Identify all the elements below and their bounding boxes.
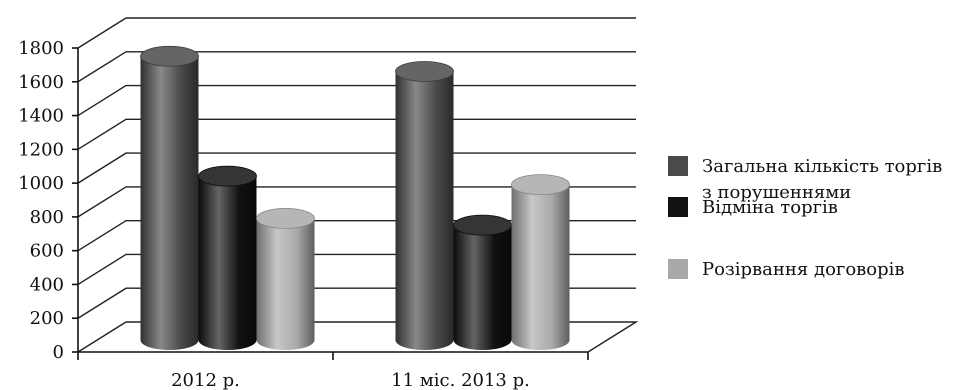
gridline	[77, 17, 636, 49]
y-tick-label: 1200	[18, 139, 64, 160]
legend-label: з порушеннями	[702, 182, 851, 203]
gridlines	[77, 17, 639, 353]
gridline	[77, 51, 636, 83]
bar	[453, 214, 512, 350]
floor-outline	[77, 321, 639, 353]
bar-body	[256, 218, 315, 350]
bar-body	[140, 56, 199, 351]
x-category-label: 11 міс. 2013 р.	[391, 370, 530, 390]
legend-swatch	[668, 156, 688, 176]
y-tick-label: 800	[30, 207, 64, 228]
gridline	[77, 186, 636, 218]
legend-label: Розірвання договорів	[702, 259, 905, 280]
legend-item: Відміна торгів	[668, 197, 838, 218]
x-axis-category-labels: 2012 р. 11 міс. 2013 р.	[171, 370, 530, 390]
gridline	[77, 84, 636, 117]
bar-body	[453, 225, 512, 350]
y-tick-label: 1400	[18, 106, 64, 127]
x-category-label: 2012 р.	[171, 370, 240, 390]
bar-top	[453, 214, 512, 236]
y-tick-label: 0	[53, 342, 64, 363]
legend-label: Відміна торгів	[702, 197, 838, 218]
bar-top	[256, 207, 315, 229]
y-tick-label: 400	[30, 274, 64, 295]
legend: Загальна кількість торгів з порушеннямиВі…	[668, 156, 942, 280]
legend-label: Загальна кількість торгів	[702, 156, 942, 177]
gridline	[77, 152, 636, 184]
y-tick-label: 200	[30, 308, 64, 329]
y-tick-label: 600	[30, 241, 64, 262]
bar-body	[395, 71, 454, 350]
bar-top	[140, 45, 199, 67]
legend-swatch	[668, 259, 688, 279]
bars	[140, 45, 570, 351]
y-tick-label: 1600	[18, 72, 64, 93]
bar	[395, 61, 454, 350]
bar	[140, 45, 199, 351]
legend-item: Загальна кількість торгів з порушеннями	[668, 156, 942, 203]
legend-swatch	[668, 197, 688, 217]
bar-top	[395, 61, 454, 82]
bar-top	[511, 174, 570, 196]
y-axis-tick-labels: 0 200 400 600 800 1000 1200 1400 1600 1800	[18, 38, 64, 363]
legend-item: Розірвання договорів	[668, 259, 905, 280]
gridline	[77, 118, 636, 150]
bar	[256, 207, 315, 350]
y-tick-label: 1000	[18, 173, 64, 194]
y-tick-label: 1800	[18, 38, 64, 59]
bar	[511, 174, 570, 350]
bar-body	[511, 184, 570, 350]
axes	[72, 47, 589, 360]
bar	[198, 165, 257, 350]
bar-top	[198, 165, 257, 187]
bar-body	[198, 176, 257, 350]
